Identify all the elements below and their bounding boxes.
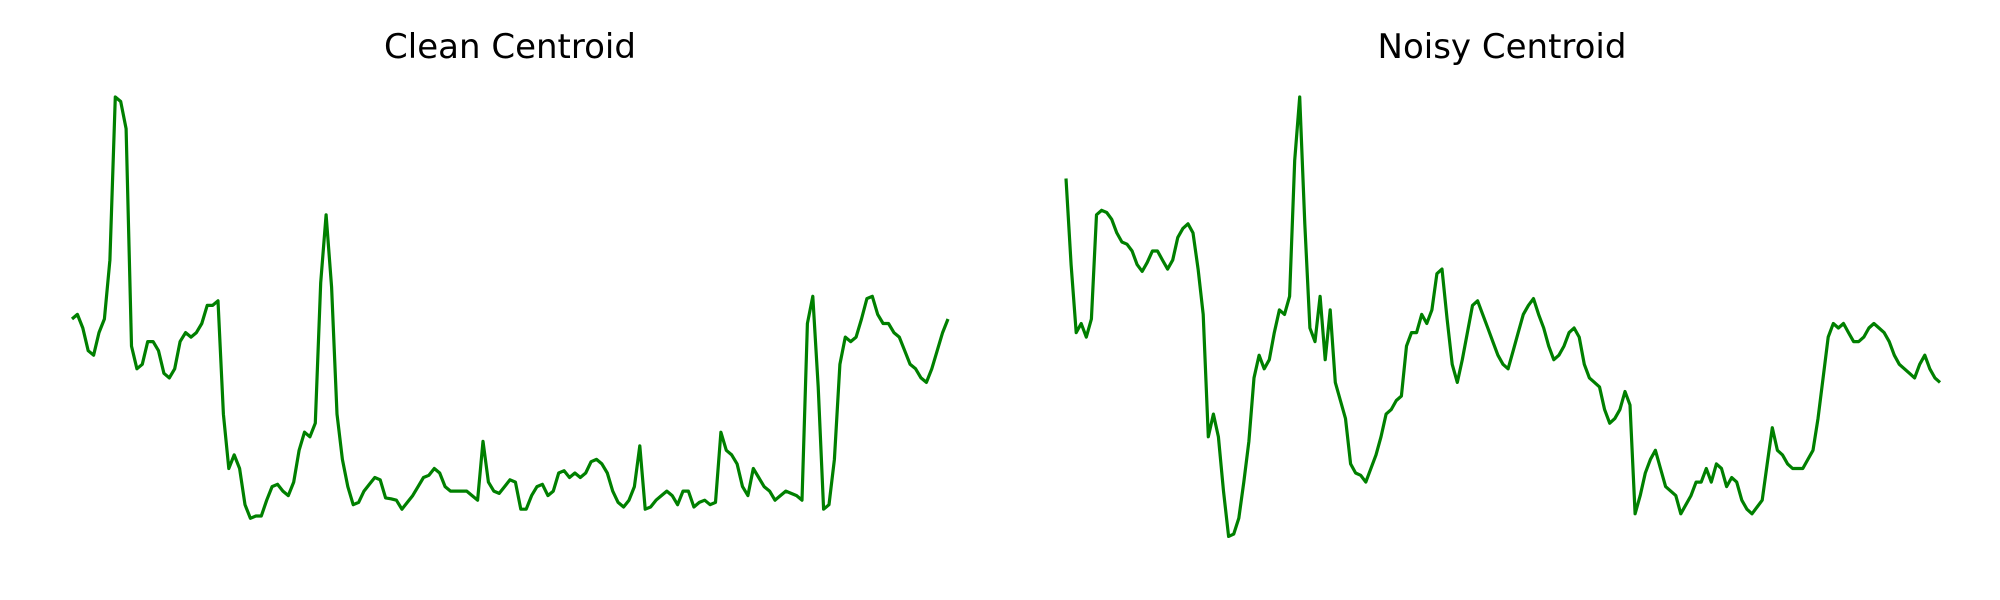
clean-panel-title: Clean Centroid: [384, 27, 636, 67]
panel-noisy: Noisy Centroid: [1064, 27, 1942, 539]
clean-centroid-line-0: [70, 95, 950, 520]
noisy-centroid-line-0: [1064, 95, 1942, 539]
clean-plot-area: [70, 95, 950, 520]
noisy-plot-area: [1064, 95, 1942, 539]
panel-clean: Clean Centroid: [70, 27, 950, 520]
noisy-panel-title: Noisy Centroid: [1378, 27, 1627, 67]
